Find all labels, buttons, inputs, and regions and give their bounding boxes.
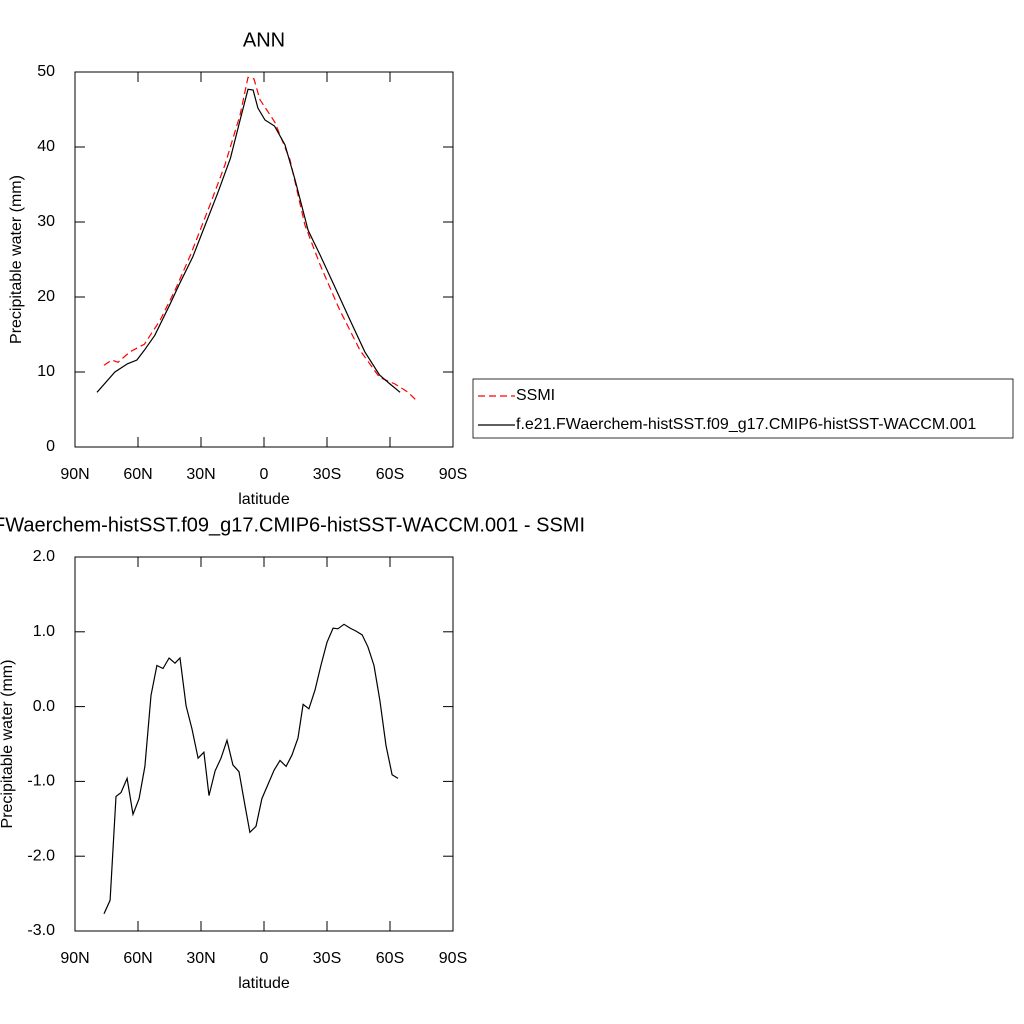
y-axis-label: Precipitable water (mm) — [0, 660, 16, 829]
x-tick-label: 90S — [439, 950, 467, 967]
legend-label: SSMI — [516, 387, 555, 404]
legend-label: f.e21.FWaerchem-histSST.f09_g17.CMIP6-hi… — [516, 416, 976, 433]
data-line — [103, 76, 419, 403]
x-tick-label: 0 — [260, 950, 269, 967]
y-tick-label: 1.0 — [33, 623, 55, 640]
x-axis-label: latitude — [238, 975, 290, 992]
x-tick-label: 90S — [439, 466, 467, 483]
x-tick-label: 60N — [123, 950, 152, 967]
x-tick-label: 0 — [260, 466, 269, 483]
x-tick-label: 60S — [376, 466, 404, 483]
x-tick-label: 90N — [60, 950, 89, 967]
y-tick-label: -2.0 — [27, 847, 55, 864]
y-tick-label: 0 — [46, 438, 55, 455]
y-tick-label: 10 — [37, 363, 55, 380]
data-line — [96, 88, 401, 393]
y-tick-label: 0.0 — [33, 698, 55, 715]
y-tick-label: 50 — [37, 63, 55, 80]
plot-frame — [74, 556, 454, 932]
x-tick-label: 30S — [313, 950, 341, 967]
data-line — [103, 623, 399, 915]
x-tick-label: 90N — [60, 466, 89, 483]
y-tick-label: 40 — [37, 138, 55, 155]
y-tick-label: 30 — [37, 213, 55, 230]
plot-frame — [74, 71, 454, 448]
x-axis-label: latitude — [238, 491, 290, 508]
y-tick-label: -1.0 — [27, 773, 55, 790]
chart-title: ANN — [243, 29, 285, 51]
x-tick-label: 30N — [186, 950, 215, 967]
y-tick-label: 20 — [37, 288, 55, 305]
y-axis-label: Precipitable water (mm) — [8, 175, 25, 344]
legend-box — [472, 378, 1014, 439]
x-tick-label: 30N — [186, 466, 215, 483]
y-tick-label: 2.0 — [33, 548, 55, 565]
chart-title: f.e21.FWaerchem-histSST.f09_g17.CMIP6-hi… — [0, 514, 585, 536]
x-tick-label: 30S — [313, 466, 341, 483]
x-tick-label: 60N — [123, 466, 152, 483]
y-tick-label: -3.0 — [27, 922, 55, 939]
x-tick-label: 60S — [376, 950, 404, 967]
